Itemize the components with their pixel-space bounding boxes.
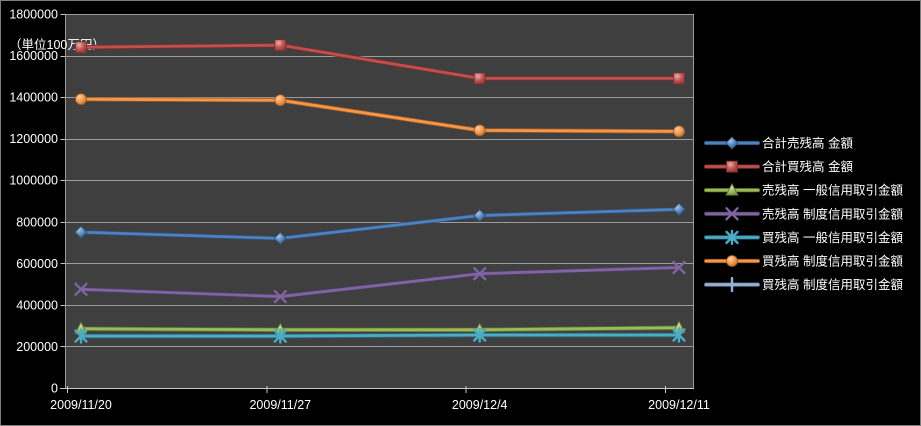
series-5-circle-marker <box>473 124 486 137</box>
series-0-diamond-marker <box>672 202 686 216</box>
legend-item-label: 合計売残高 金額 <box>762 136 853 151</box>
series-3-x-marker <box>273 289 287 304</box>
legend-x-marker <box>725 207 739 221</box>
y-axis-tick-label: 1800000 <box>9 8 58 22</box>
y-axis-tick-label: 200000 <box>16 340 58 354</box>
legend-plus-marker <box>724 276 740 293</box>
legend-asterisk-marker <box>725 229 739 246</box>
legend-item-label: 売残高 一般信用取引金額 <box>762 183 903 198</box>
legend-item-label: 合計買残高 金額 <box>762 159 853 174</box>
series-0-line <box>79 207 681 240</box>
series-5 <box>75 93 685 138</box>
series-0-diamond-marker <box>273 231 287 245</box>
y-axis-tick-label: 1600000 <box>9 49 58 63</box>
legend-item-label: 買残高 制度信用取引金額 <box>762 254 903 269</box>
series-3-x-marker <box>473 267 487 281</box>
series-5-line <box>79 97 681 133</box>
series-0 <box>74 202 686 245</box>
series-1-square-marker <box>274 39 287 52</box>
legend-item: 買残高 制度信用取引金額 <box>703 254 903 269</box>
series-3-x-marker <box>74 282 88 297</box>
series-4 <box>74 327 686 344</box>
y-axis-tick-label: 800000 <box>16 215 58 229</box>
x-axis-tick-label: 2009/12/11 <box>648 398 710 412</box>
legend-item: 合計売残高 金額 <box>703 136 853 151</box>
series-4-asterisk-marker <box>74 328 88 344</box>
y-axis-tick-label: 1200000 <box>9 132 58 146</box>
y-axis-tick-label: 1400000 <box>9 91 58 105</box>
series-1-square-marker <box>673 72 685 85</box>
series-1-square-marker <box>75 41 87 54</box>
legend-item: 合計買残高 金額 <box>703 159 853 174</box>
y-axis-tick-label: 1000000 <box>9 174 58 188</box>
series-4-asterisk-marker <box>473 327 487 343</box>
series-2-line <box>79 326 681 332</box>
x-axis-tick-label: 2009/11/20 <box>50 398 112 412</box>
series-4-asterisk-marker <box>273 328 287 344</box>
legend-item: 売残高 一般信用取引金額 <box>703 182 903 198</box>
legend-circle-marker <box>726 255 738 267</box>
y-axis-tick-label: 0 <box>51 382 58 396</box>
y-axis-tick-label: 600000 <box>16 257 58 271</box>
legend-item: 買残高 制度信用取引金額 <box>703 276 903 293</box>
x-axis-tick-label: 2009/11/27 <box>249 398 311 412</box>
x-axis-tick-label: 2009/12/4 <box>452 398 508 412</box>
series-1-square-marker <box>473 72 486 85</box>
series-3-x-marker <box>672 260 686 275</box>
series-0-diamond-marker <box>473 208 487 223</box>
series-5-circle-marker <box>274 94 287 107</box>
legend-item: 売残高 制度信用取引金額 <box>703 206 903 221</box>
axis-unit-label: （単位100万円） <box>9 37 105 52</box>
series-5-circle-marker <box>673 125 685 138</box>
legend-diamond-marker <box>725 136 739 150</box>
legend-item-label: 買残高 一般信用取引金額 <box>762 230 903 245</box>
legend-item-label: 買残高 制度信用取引金額 <box>762 277 903 292</box>
series-4-line <box>79 333 681 338</box>
series-3-line <box>79 266 681 298</box>
legend-item-label: 売残高 制度信用取引金額 <box>762 206 903 221</box>
legend-item: 買残高 一般信用取引金額 <box>703 229 903 246</box>
y-axis-tick-label: 400000 <box>16 298 58 312</box>
series-4-asterisk-marker <box>672 327 686 343</box>
series-5-circle-marker <box>75 93 87 106</box>
series-1 <box>75 39 685 85</box>
series-0-diamond-marker <box>74 225 88 239</box>
legend-square-marker <box>726 160 738 173</box>
series-3 <box>74 260 686 304</box>
legend-triangle-marker <box>725 182 739 196</box>
series-1-line <box>79 43 681 80</box>
